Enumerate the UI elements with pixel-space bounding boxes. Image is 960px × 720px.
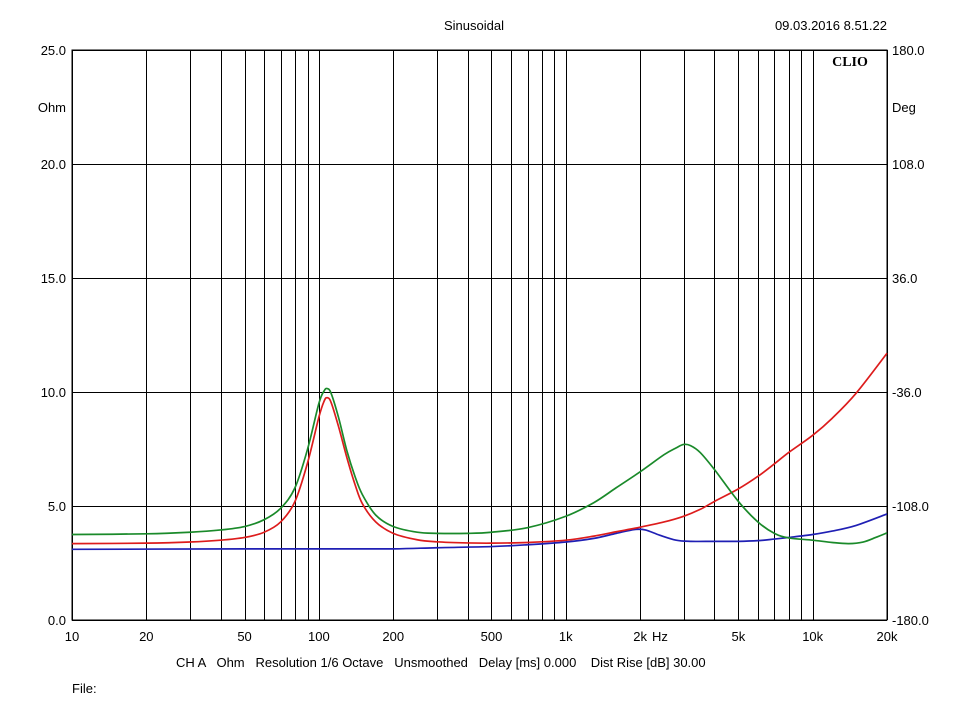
data-curves xyxy=(71,352,888,551)
left-axis-unit: Ohm xyxy=(38,100,66,115)
file-label: File: xyxy=(72,681,97,696)
y-right-tick-label: -108.0 xyxy=(892,499,929,514)
y-right-tick-label: 108.0 xyxy=(892,157,925,172)
x-tick-label: 10k xyxy=(802,629,823,644)
x-tick-label: 200 xyxy=(382,629,404,644)
x-tick-label: 10 xyxy=(65,629,79,644)
right-axis-unit: Deg xyxy=(892,100,916,115)
x-axis-tick-labels: 10 20 50 100 200 500 1k 2k 5k 10k 20k xyxy=(65,629,898,644)
horizontal-gridlines xyxy=(72,50,887,621)
y-left-tick-label: 0.0 xyxy=(48,613,66,628)
x-tick-label: 1k xyxy=(559,629,573,644)
x-tick-label: 5k xyxy=(731,629,745,644)
y-left-tick-label: 5.0 xyxy=(48,499,66,514)
x-tick-label: 100 xyxy=(308,629,330,644)
y-left-tick-label: 20.0 xyxy=(41,157,66,172)
measurement-settings: CH A Ohm Resolution 1/6 Octave Unsmoothe… xyxy=(176,655,706,670)
y-right-tick-label: -36.0 xyxy=(892,385,922,400)
x-tick-label: 20 xyxy=(139,629,153,644)
left-axis-tick-labels: 0.0 5.0 10.0 15.0 20.0 25.0 xyxy=(41,43,66,628)
y-right-tick-label: -180.0 xyxy=(892,613,929,628)
clio-logo: CLIO xyxy=(832,55,868,70)
series-line xyxy=(71,387,888,545)
y-left-tick-label: 15.0 xyxy=(41,271,66,286)
y-right-tick-label: 180.0 xyxy=(892,43,925,58)
vertical-gridlines xyxy=(72,50,888,620)
measurement-timestamp: 09.03.2016 8.51.22 xyxy=(775,18,887,33)
x-tick-label: 50 xyxy=(237,629,251,644)
right-axis-tick-labels: -180.0 -108.0 -36.0 36.0 108.0 180.0 xyxy=(892,43,929,628)
measurement-mode: Sinusoidal xyxy=(444,18,504,33)
y-left-tick-label: 25.0 xyxy=(41,43,66,58)
series-line xyxy=(71,352,888,545)
logo-background xyxy=(828,52,873,69)
x-tick-label: 20k xyxy=(877,629,898,644)
y-right-tick-label: 36.0 xyxy=(892,271,917,286)
y-left-tick-label: 10.0 xyxy=(41,385,66,400)
plot-frame xyxy=(71,49,888,621)
x-tick-label: 500 xyxy=(481,629,503,644)
x-tick-label: 2k xyxy=(633,629,647,644)
x-axis-unit: Hz xyxy=(652,629,668,644)
